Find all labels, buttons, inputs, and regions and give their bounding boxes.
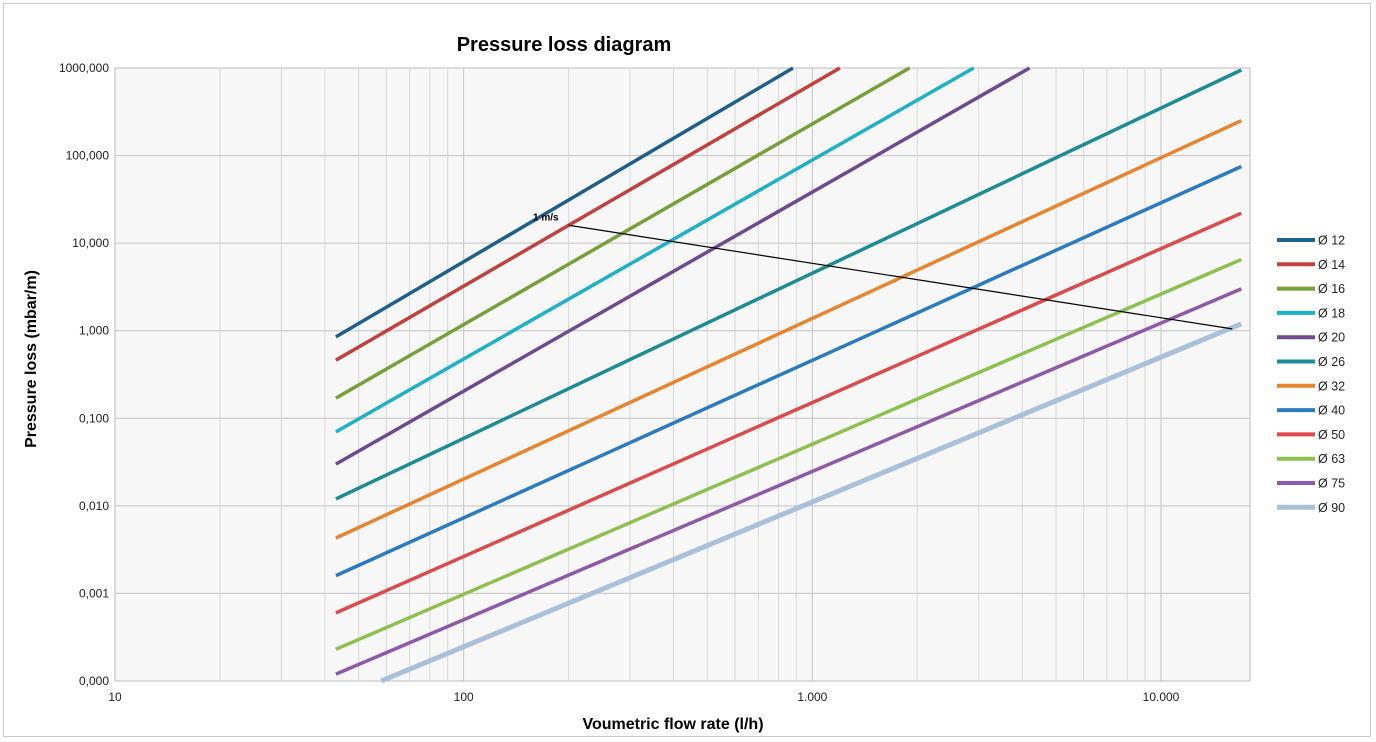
legend-label: Ø 18: [1318, 306, 1345, 320]
x-tick-label: 100: [454, 690, 474, 704]
series-line: [335, 164, 1243, 578]
y-tick-labels: 0,000 0,001 0,010 0,100 1,000 10,000 100,000 10…: [59, 61, 109, 688]
series-line: [335, 66, 1031, 466]
series-line: [335, 66, 794, 339]
x-axis-title: Voumetric flow rate (l/h): [582, 716, 763, 733]
legend-label: Ø 90: [1318, 501, 1345, 515]
plot-area: [114, 67, 1251, 682]
chart-frame: Pressure loss diagram 1 m/s 10 100 1.000 10…: [3, 3, 1371, 737]
legend-label: Ø 26: [1318, 355, 1345, 369]
legend: Ø 12 Ø 14 Ø 16 Ø 18 Ø 20 Ø 26 Ø 32 Ø 40 Ø 50 Ø 63…: [1277, 234, 1345, 515]
series-layer: [335, 66, 1243, 684]
x-tick-label: 10.000: [1143, 690, 1180, 704]
pressure-loss-chart: Pressure loss diagram 1 m/s 10 100 1.000 10…: [23, 34, 1345, 733]
legend-label: Ø 40: [1318, 404, 1345, 418]
legend-label: Ø 20: [1318, 331, 1345, 345]
series-line: [335, 119, 1243, 540]
series-line: [380, 321, 1243, 684]
series-line: [335, 68, 1243, 501]
series-line: [335, 66, 975, 434]
y-tick-label: 1000,000: [59, 61, 109, 75]
legend-label: Ø 75: [1318, 477, 1345, 491]
series-line: [335, 257, 1242, 651]
y-axis-title: Pressure loss (mbar/m): [23, 270, 40, 448]
legend-label: Ø 50: [1318, 428, 1345, 442]
velocity-line: [568, 224, 1233, 330]
series-line: [335, 66, 911, 400]
y-tick-label: 10,000: [72, 236, 109, 250]
series-line: [335, 211, 1243, 615]
x-tick-label: 1.000: [797, 690, 827, 704]
chart-title: Pressure loss diagram: [457, 34, 672, 56]
legend-label: Ø 63: [1318, 452, 1345, 466]
velocity-label: 1 m/s: [533, 212, 559, 223]
legend-label: Ø 14: [1318, 258, 1345, 272]
y-tick-label: 0,000: [79, 674, 109, 688]
y-tick-label: 0,100: [79, 411, 109, 425]
legend-label: Ø 16: [1318, 282, 1345, 296]
y-tick-label: 0,001: [79, 586, 109, 600]
legend-label: Ø 12: [1318, 234, 1345, 248]
y-tick-label: 0,010: [79, 499, 109, 513]
x-tick-labels: 10 100 1.000 10.000: [108, 690, 1179, 704]
series-line: [335, 287, 1242, 676]
series-line: [335, 66, 841, 362]
y-tick-label: 1,000: [79, 324, 109, 338]
y-tick-label: 100,000: [66, 149, 110, 163]
x-tick-label: 10: [108, 690, 122, 704]
legend-label: Ø 32: [1318, 379, 1345, 393]
annotation-layer: 1 m/s: [533, 212, 1233, 330]
